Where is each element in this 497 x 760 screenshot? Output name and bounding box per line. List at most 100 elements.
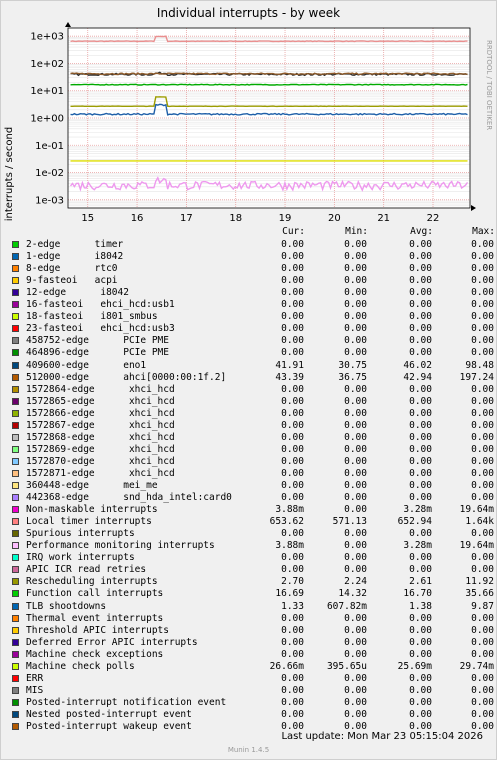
legend-row: 23-fasteoi ehci_hcd:usb3 0.00 0.00 0.00 0.00	[12, 323, 494, 335]
legend-value-max: 0.00	[471, 636, 494, 648]
legend-value-avg: 0.00	[409, 721, 432, 732]
legend-value-max: 0.00	[471, 480, 494, 491]
legend-value-max: 0.00	[471, 708, 494, 720]
legend-value-avg: 0.00	[409, 636, 432, 648]
x-tick-label: 15	[81, 213, 94, 224]
chart-plot: 1e+03 1e+02 1e+01 1e+00 1e-01 1e-02 1e-03 15 16 1…	[30, 22, 476, 224]
legend-value-cur: 0.00	[281, 263, 304, 275]
legend-value-cur: 0.00	[281, 287, 304, 299]
legend-row: 1572868-edge xhci_hcd 0.00 0.00 0.00 0.00	[12, 431, 494, 444]
legend-value-max: 0.00	[471, 407, 494, 419]
legend-value-cur: 0.00	[281, 467, 304, 479]
legend-label: 2-edge timer	[26, 239, 124, 250]
legend-row: IRQ work interrupts 0.00 0.00 0.00 0.00	[12, 552, 494, 564]
legend-value-max: 0.00	[471, 383, 494, 395]
legend-value-avg: 0.00	[409, 612, 432, 624]
legend-swatch	[12, 397, 19, 405]
legend-value-avg: 0.00	[409, 467, 432, 479]
legend-row: Rescheduling interrupts 2.70 2.24 2.61 11.92	[12, 576, 494, 588]
legend-row: 1572871-edge xhci_hcd 0.00 0.00 0.00 0.00	[12, 467, 494, 480]
legend-column-header: Max:	[472, 226, 495, 237]
legend-value-cur: 3.88m	[275, 504, 304, 516]
legend-row: 442368-edge snd_hda_intel:card0 0.00 0.00 0…	[12, 492, 494, 504]
legend-label: TLB shootdowns	[26, 600, 107, 612]
legend-swatch	[12, 686, 19, 694]
legend-value-min: 0.00	[344, 443, 367, 455]
legend-swatch	[12, 494, 19, 502]
legend-row: 12-edge i8042 0.00 0.00 0.00 0.00	[12, 287, 494, 299]
legend-value-max: 98.48	[465, 359, 494, 371]
legend-label: 18-fasteoi i801_smbus	[26, 311, 158, 323]
legend-value-avg: 42.94	[403, 371, 432, 383]
legend-value-avg: 0.00	[409, 239, 432, 250]
legend-value-max: 0.00	[471, 335, 494, 347]
legend-value-min: 0.00	[344, 335, 367, 347]
legend-value-max: 0.00	[471, 275, 494, 287]
legend-value-cur: 0.00	[281, 492, 304, 504]
legend-value-cur: 0.00	[281, 443, 304, 455]
legend-value-max: 0.00	[471, 672, 494, 684]
legend-value-min: 0.00	[344, 721, 367, 732]
legend-value-min: 0.00	[344, 431, 367, 443]
legend-value-min: 0.00	[344, 624, 367, 636]
legend-value-cur: 0.00	[281, 528, 304, 540]
legend-swatch	[12, 433, 19, 441]
legend-column-header: Cur:	[282, 226, 305, 237]
legend-swatch	[12, 602, 19, 610]
legend-value-avg: 3.28m	[403, 504, 432, 516]
legend-column-header: Min:	[345, 226, 368, 237]
legend-value-min: 30.75	[338, 359, 367, 371]
legend-value-avg: 0.00	[409, 431, 432, 443]
legend-value-avg: 0.00	[409, 480, 432, 491]
legend-value-cur: 2.70	[281, 576, 304, 588]
legend-swatch	[12, 578, 19, 586]
legend-row: 1572865-edge xhci_hcd 0.00 0.00 0.00 0.00	[12, 395, 494, 408]
legend-value-min: 0.00	[344, 480, 367, 491]
legend-row: Local timer interrupts 653.62 571.13 652.94…	[12, 516, 494, 528]
legend-label: 1572865-edge xhci_hcd	[26, 395, 175, 407]
legend-label: 409600-edge eno1	[26, 359, 147, 371]
legend-row: Machine check polls 26.66m 395.65u 25.69m 29…	[12, 661, 494, 673]
legend-value-cur: 0.00	[281, 624, 304, 636]
legend-label: MIS	[26, 684, 44, 696]
legend-label: 458752-edge PCIe PME	[26, 335, 169, 347]
legend-label: IRQ work interrupts	[26, 552, 135, 564]
legend-value-min: 0.00	[344, 419, 367, 431]
legend-swatch	[12, 337, 19, 345]
legend-label: 1572866-edge xhci_hcd	[26, 407, 175, 419]
legend-label: Machine check exceptions	[26, 648, 164, 660]
legend-value-min: 0.00	[344, 287, 367, 299]
legend-value-avg: 0.00	[409, 335, 432, 347]
legend-value-cur: 0.00	[281, 275, 304, 287]
legend-value-max: 0.00	[471, 624, 494, 636]
x-tick-label: 19	[279, 213, 292, 224]
legend-value-cur: 0.00	[281, 347, 304, 359]
legend-value-avg: 0.00	[409, 383, 432, 395]
legend-swatch	[12, 289, 19, 297]
legend-value-max: 0.00	[471, 431, 494, 443]
legend-value-min: 0.00	[344, 467, 367, 479]
y-tick-label: 1e+03	[30, 32, 64, 43]
legend-value-min: 0.00	[344, 263, 367, 275]
legend-swatch	[12, 265, 19, 273]
legend-value-max: 0.00	[471, 552, 494, 564]
legend-value-cur: 0.00	[281, 251, 304, 263]
legend-value-max: 0.00	[471, 648, 494, 660]
legend-value-cur: 0.00	[281, 564, 304, 576]
legend-label: 1572870-edge xhci_hcd	[26, 455, 175, 467]
legend-label: 1572867-edge xhci_hcd	[26, 419, 175, 431]
legend-value-min: 0.00	[344, 492, 367, 504]
legend-swatch	[12, 373, 19, 381]
legend-label: Performance monitoring interrupts	[26, 540, 215, 552]
legend-row: 409600-edge eno1 41.91 30.75 46.02 98.48	[12, 359, 494, 372]
legend-swatch	[12, 457, 19, 465]
legend-value-max: 0.00	[471, 263, 494, 275]
legend-label: 360448-edge mei_me	[26, 480, 158, 491]
legend-value-cur: 0.00	[281, 672, 304, 684]
legend-label: 8-edge rtc0	[26, 263, 118, 275]
y-tick-label: 1e+01	[30, 86, 64, 97]
legend-value-min: 0.00	[344, 528, 367, 540]
legend-value-max: 0.00	[471, 528, 494, 540]
legend-column-header: Avg:	[410, 226, 433, 237]
legend-value-min: 2.24	[344, 576, 367, 588]
